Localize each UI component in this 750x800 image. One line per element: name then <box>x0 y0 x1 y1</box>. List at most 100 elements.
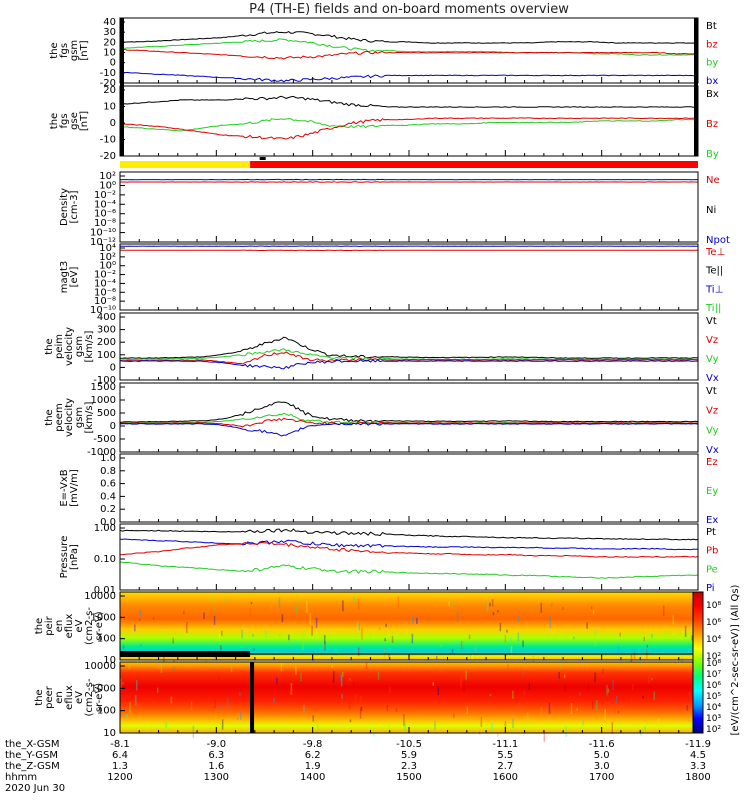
legend-Te||: Te|| <box>705 266 723 277</box>
legend-Pb: Pb <box>706 546 718 557</box>
spectrogram-texture <box>691 635 693 641</box>
spectrogram-texture <box>352 681 355 686</box>
spectrogram-texture <box>455 639 458 643</box>
legend-Vx: Vx <box>706 373 719 384</box>
spectrogram-texture <box>192 725 195 738</box>
x-axis-row-label: the_X-GSM <box>5 739 59 750</box>
series-line-Vy <box>119 412 699 425</box>
colorbar-tick: 10⁸ <box>706 659 721 669</box>
legend-Pi: Pi <box>706 583 715 594</box>
spectrogram-texture <box>340 672 342 682</box>
y-axis-label: sr-eV) <box>94 611 105 640</box>
spectrogram-texture <box>546 719 549 722</box>
spectrogram-texture <box>489 694 492 697</box>
spectrogram-texture <box>369 634 371 641</box>
spectrogram-texture <box>384 638 386 642</box>
spectrogram-texture <box>368 676 370 679</box>
x-axis-value: 6.3 <box>208 750 224 761</box>
spectrogram-texture <box>460 675 462 688</box>
spectrogram-texture <box>686 705 689 711</box>
spectrogram-texture <box>335 648 337 657</box>
spectrogram-texture <box>273 698 275 704</box>
y-tick-label: 0.10 <box>94 554 116 565</box>
spectrogram-texture <box>120 710 122 717</box>
spectrogram-texture <box>468 634 471 640</box>
y-axis-label: the <box>44 338 55 354</box>
spectrogram-texture <box>582 719 584 725</box>
legend-By: By <box>706 149 719 160</box>
legend-Ni: Ni <box>706 205 716 216</box>
y-axis-label: E=-VxB <box>59 469 70 506</box>
spectrogram-texture <box>643 636 646 642</box>
panel-frame <box>119 453 699 523</box>
spectrogram-texture <box>592 610 595 614</box>
legend-Vz: Vz <box>706 335 718 346</box>
legend-Ey: Ey <box>706 486 718 497</box>
y-tick-label: 1.00 <box>94 523 116 534</box>
spectrogram-texture <box>613 702 616 715</box>
spectrogram-texture <box>276 677 278 685</box>
x-axis-value: -11.1 <box>492 739 518 750</box>
y-tick-label: 40 <box>103 17 116 28</box>
spectrogram-texture <box>172 637 174 644</box>
y-tick-label: 10⁻¹² <box>90 237 116 248</box>
y-tick-label: -20 <box>100 78 116 89</box>
spectrogram-texture <box>562 607 564 611</box>
spectrogram-texture <box>252 648 255 651</box>
spectrogram-texture <box>504 634 507 643</box>
series-line-Vx <box>119 422 699 437</box>
series-line-Ne <box>120 181 699 183</box>
y-tick-label: 1.0 <box>100 453 116 464</box>
spectrogram-texture <box>646 644 649 648</box>
spectrogram-texture <box>633 652 636 659</box>
spectrogram-texture <box>523 690 526 695</box>
spectrogram-texture <box>510 637 512 642</box>
spectrogram-fill <box>120 592 698 660</box>
spectrogram-texture <box>492 612 495 616</box>
y-axis-label: [km/s] <box>84 330 95 362</box>
spectrogram-texture <box>651 634 653 638</box>
y-axis-label: eV <box>74 691 85 704</box>
y-axis-label: velocity <box>64 398 75 437</box>
x-axis-value: 1.9 <box>305 761 321 772</box>
x-axis-value: -9.8 <box>303 739 323 750</box>
y-axis-label: fgs <box>59 43 70 58</box>
spectrogram-texture <box>163 654 165 664</box>
spectrogram-texture <box>122 645 125 649</box>
spectrogram-texture <box>540 707 543 718</box>
spectrogram-texture <box>615 695 618 705</box>
spectrogram-texture <box>272 697 275 702</box>
spectrogram-texture <box>341 694 343 699</box>
x-axis-value: 5.5 <box>497 750 513 761</box>
spectrogram-texture <box>270 600 272 610</box>
spectrogram-texture <box>512 690 514 699</box>
series-line-Vz <box>119 351 699 365</box>
spectrogram-texture <box>460 640 463 650</box>
legend-Bx: Bx <box>706 89 719 100</box>
spectrogram-texture <box>186 621 188 633</box>
spectrogram-texture <box>357 647 360 657</box>
spectrogram-texture <box>440 643 442 647</box>
x-axis-value: 1700 <box>589 772 614 783</box>
x-axis-date: 2020 Jun 30 <box>5 783 65 794</box>
spectrogram-texture <box>323 635 326 644</box>
y-axis-label: gsm <box>74 336 85 357</box>
colorbar-label: [eV/(cm^2-sec-sr-eV)] (All Qs) <box>730 584 741 735</box>
y-tick-label: 1000 <box>91 395 116 406</box>
series-line-bz <box>119 48 698 60</box>
series-line-Pi <box>119 538 699 551</box>
spectrogram-texture <box>290 682 293 695</box>
x-axis-value: -8.1 <box>110 739 130 750</box>
y-tick-label: 10⁻⁸ <box>94 296 116 307</box>
x-axis-value: 6.4 <box>112 750 128 761</box>
legend-Vy: Vy <box>706 354 719 365</box>
y-tick-label: 10⁻⁶ <box>94 287 116 298</box>
spectrogram-texture <box>341 671 344 677</box>
y-tick-label: 10 <box>103 728 116 739</box>
spectrogram-texture <box>526 712 529 725</box>
spectrogram-texture <box>540 602 543 613</box>
y-tick-label: 10² <box>99 171 116 182</box>
series-line-Pt <box>119 528 699 541</box>
